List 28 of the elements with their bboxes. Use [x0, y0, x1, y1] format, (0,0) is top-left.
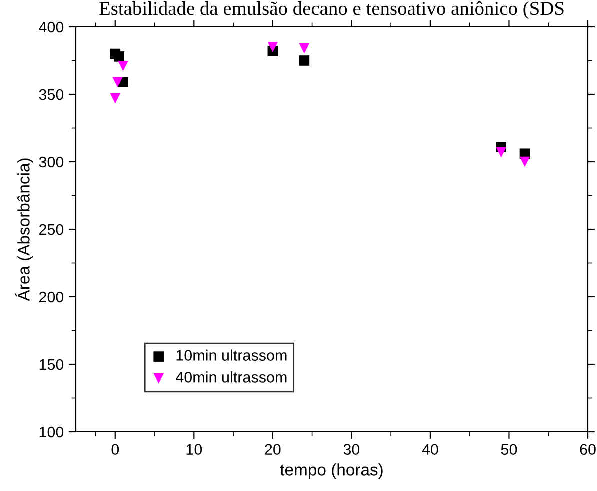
point	[520, 156, 530, 168]
point	[299, 43, 310, 54]
point	[112, 77, 123, 88]
x-tick-label: 10	[186, 444, 202, 456]
legend-label: 40min ultrassom	[176, 372, 287, 383]
x-tick-label: 60	[580, 444, 596, 456]
point	[496, 147, 507, 158]
point	[299, 56, 310, 66]
y-tick-label: 150	[40, 359, 64, 370]
x-tick-label: 30	[344, 444, 360, 456]
y-tick-label: 100	[40, 426, 64, 438]
x-tick-label: 40	[422, 444, 438, 456]
legend-label: 10min ultrassom	[176, 350, 287, 361]
x-tick-label: 20	[265, 444, 281, 456]
y-tick-label: 300	[39, 156, 64, 168]
y-tick-label: 400	[39, 22, 64, 33]
x-tick-label: 0	[112, 444, 120, 456]
point	[268, 42, 278, 52]
x-axis-title: tempo (horas)	[280, 464, 383, 480]
y-tick-label: 200	[39, 292, 64, 303]
y-tick-label: 350	[39, 89, 64, 100]
y-axis-title: Área (Absorbância)	[15, 158, 34, 302]
y-tick-label: 250	[39, 224, 64, 236]
x-tick-label: 50	[501, 444, 518, 456]
chart-title: Estabilidade da emulsão decano e tensoativo aniônico (SDS	[100, 1, 564, 20]
point	[110, 93, 121, 104]
point	[114, 52, 124, 62]
point	[118, 61, 128, 72]
